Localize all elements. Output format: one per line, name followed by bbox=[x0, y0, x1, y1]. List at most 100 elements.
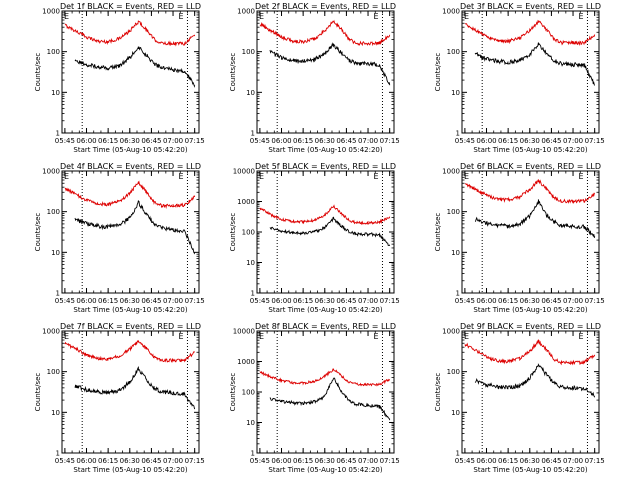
plot-frame bbox=[61, 170, 200, 294]
plot-frame bbox=[461, 330, 600, 454]
panel-title: Det 4f BLACK = Events, RED = LLD bbox=[60, 162, 201, 171]
x-tick-label: 06:30 bbox=[520, 297, 540, 305]
x-tick-label: 05:45 bbox=[55, 297, 75, 305]
panel-title: Det 7f BLACK = Events, RED = LLD bbox=[60, 322, 201, 331]
y-tick-label: 1000 bbox=[442, 328, 460, 336]
x-tick-label: 07:15 bbox=[185, 297, 205, 305]
x-tick-label: 07:15 bbox=[585, 297, 605, 305]
y-tick-label: 1 bbox=[251, 450, 255, 458]
marker-right-label: E bbox=[178, 12, 183, 21]
y-tick-label: 10 bbox=[451, 89, 460, 97]
x-tick-label: 06:45 bbox=[541, 297, 561, 305]
y-tick-label: 10000 bbox=[233, 328, 255, 336]
x-tick-label: 06:45 bbox=[336, 457, 356, 465]
marker-right-label: E bbox=[373, 12, 378, 21]
x-tick-label: 06:30 bbox=[120, 297, 140, 305]
marker-left-label: E bbox=[259, 172, 264, 181]
marker-left-label: E bbox=[64, 332, 69, 341]
x-tick-label: 06:45 bbox=[541, 457, 561, 465]
marker-right-label: E bbox=[578, 12, 583, 21]
x-tick-label: 06:45 bbox=[336, 297, 356, 305]
y-tick-label: 100 bbox=[447, 48, 460, 56]
y-tick-label: 100 bbox=[47, 208, 60, 216]
x-tick-label: 06:30 bbox=[315, 457, 335, 465]
y-tick-label: 1000 bbox=[442, 168, 460, 176]
y-tick-label: 10 bbox=[51, 89, 60, 97]
x-tick-label: 05:45 bbox=[55, 457, 75, 465]
series-events-line bbox=[474, 199, 596, 238]
x-tick-label: 06:30 bbox=[315, 297, 335, 305]
series-events-line bbox=[74, 200, 196, 255]
x-tick-label: 06:00 bbox=[476, 297, 496, 305]
x-tick-label: 05:45 bbox=[250, 297, 270, 305]
plot-frame bbox=[461, 170, 600, 294]
x-tick-label: 07:00 bbox=[163, 137, 183, 145]
y-tick-label: 1000 bbox=[237, 8, 255, 16]
x-tick-label: 06:15 bbox=[293, 297, 313, 305]
y-tick-label: 10 bbox=[51, 409, 60, 417]
y-tick-label: 10 bbox=[51, 249, 60, 257]
x-tick-label: 06:45 bbox=[336, 137, 356, 145]
panel-det-5: Det 5f BLACK = Events, RED = LLD 1 10 100 10… bbox=[229, 162, 400, 314]
x-tick-label: 07:00 bbox=[358, 457, 378, 465]
x-tick-label: 06:30 bbox=[520, 457, 540, 465]
x-axis-label: Start Time (05-Aug-10 05:42:20) bbox=[473, 306, 587, 314]
x-tick-label: 07:00 bbox=[563, 137, 583, 145]
x-tick-label: 05:45 bbox=[455, 457, 475, 465]
y-tick-label: 100 bbox=[242, 48, 255, 56]
y-tick-label: 1 bbox=[56, 130, 60, 138]
x-tick-label: 06:15 bbox=[498, 457, 518, 465]
y-axis-label: Counts/sec bbox=[229, 373, 237, 412]
x-axis-label: Start Time (05-Aug-10 05:42:20) bbox=[268, 306, 382, 314]
y-tick-label: 1 bbox=[456, 290, 460, 298]
plot-frame bbox=[61, 10, 200, 134]
x-axis-label: Start Time (05-Aug-10 05:42:20) bbox=[268, 466, 382, 474]
y-tick-label: 1 bbox=[251, 290, 255, 298]
panel-title: Det 9f BLACK = Events, RED = LLD bbox=[460, 322, 601, 331]
plot-frame bbox=[256, 10, 395, 134]
y-axis-label: Counts/sec bbox=[434, 213, 442, 252]
x-tick-label: 06:00 bbox=[76, 457, 96, 465]
y-axis-label: Counts/sec bbox=[34, 213, 42, 252]
series-lld-line bbox=[464, 179, 595, 204]
x-tick-label: 06:45 bbox=[141, 297, 161, 305]
y-tick-label: 1000 bbox=[442, 8, 460, 16]
x-tick-label: 06:30 bbox=[315, 137, 335, 145]
panel-title: Det 1f BLACK = Events, RED = LLD bbox=[60, 2, 201, 11]
x-tick-label: 06:15 bbox=[98, 297, 118, 305]
series-lld-line bbox=[259, 19, 391, 47]
x-tick-label: 06:00 bbox=[271, 457, 291, 465]
y-tick-label: 1 bbox=[56, 290, 60, 298]
panel-det-9: Det 9f BLACK = Events, RED = LLD 1 10 100 10… bbox=[434, 322, 605, 474]
x-tick-label: 07:15 bbox=[380, 137, 400, 145]
marker-left-label: E bbox=[259, 12, 264, 21]
plot-frame bbox=[461, 10, 600, 134]
y-tick-label: 1 bbox=[251, 130, 255, 138]
x-tick-label: 07:15 bbox=[380, 297, 400, 305]
series-lld-line bbox=[259, 368, 391, 387]
y-tick-label: 100 bbox=[447, 368, 460, 376]
x-axis-label: Start Time (05-Aug-10 05:42:20) bbox=[473, 146, 587, 154]
x-tick-label: 07:15 bbox=[185, 137, 205, 145]
x-tick-label: 07:00 bbox=[163, 297, 183, 305]
x-tick-label: 06:15 bbox=[498, 297, 518, 305]
x-tick-label: 07:00 bbox=[358, 297, 378, 305]
x-tick-label: 05:45 bbox=[250, 137, 270, 145]
x-tick-label: 05:45 bbox=[455, 137, 475, 145]
y-tick-label: 100 bbox=[47, 48, 60, 56]
x-tick-label: 06:00 bbox=[271, 137, 291, 145]
x-tick-label: 05:45 bbox=[250, 457, 270, 465]
y-tick-label: 1000 bbox=[42, 328, 60, 336]
x-tick-label: 06:00 bbox=[476, 457, 496, 465]
x-tick-label: 06:45 bbox=[141, 137, 161, 145]
y-tick-label: 1 bbox=[56, 450, 60, 458]
marker-left-label: E bbox=[464, 172, 469, 181]
series-lld-line bbox=[64, 339, 196, 364]
x-tick-label: 06:00 bbox=[476, 137, 496, 145]
panel-det-6: Det 6f BLACK = Events, RED = LLD 1 10 100 10… bbox=[434, 162, 605, 314]
panel-det-2: Det 2f BLACK = Events, RED = LLD 1 10 100 10… bbox=[229, 2, 400, 154]
marker-left-label: E bbox=[259, 332, 264, 341]
series-lld-line bbox=[259, 204, 391, 226]
panel-title: Det 6f BLACK = Events, RED = LLD bbox=[460, 162, 601, 171]
y-tick-label: 10 bbox=[246, 419, 255, 427]
